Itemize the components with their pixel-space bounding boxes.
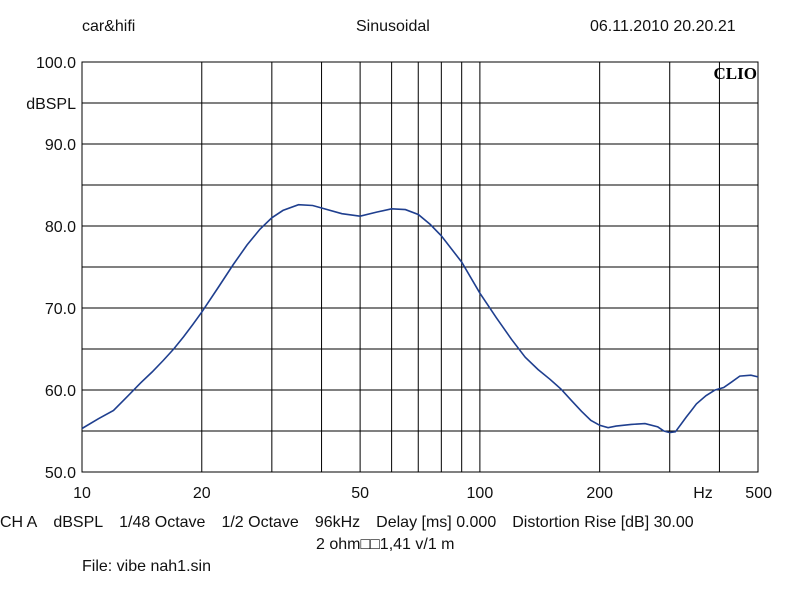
y-tick-label: 60.0 — [45, 383, 76, 400]
setting-item: 1/2 Octave — [221, 514, 299, 531]
setting-item: Distortion Rise [dB] 30.00 — [512, 514, 694, 531]
header-center-label: Sinusoidal — [356, 18, 430, 35]
measurement-conditions: 2 ohm□□1,41 v/1 m — [316, 536, 455, 553]
y-tick-label: 70.0 — [45, 301, 76, 318]
header-timestamp: 06.11.2010 20.20.21 — [590, 18, 736, 35]
x-tick-label: 50 — [351, 485, 369, 502]
x-axis-unit: Hz — [693, 485, 713, 502]
setting-item: dBSPL — [53, 514, 104, 531]
clio-logo: CLIO — [714, 64, 757, 83]
file-name: File: vibe nah1.sin — [82, 558, 211, 575]
y-tick-label: 80.0 — [45, 219, 76, 236]
setting-item: Delay [ms] 0.000 — [376, 514, 497, 531]
setting-item: 96kHz — [314, 514, 361, 531]
y-tick-label: 50.0 — [45, 465, 76, 482]
setting-item: 1/48 Octave — [119, 514, 206, 531]
x-tick-label: 10 — [73, 485, 91, 502]
y-axis-unit: dBSPL — [26, 96, 76, 113]
grid — [81, 61, 759, 473]
x-tick-label: 200 — [586, 485, 613, 502]
header-left-label: car&hifi — [82, 18, 136, 35]
setting-item: CH A — [0, 514, 38, 531]
response-curve — [81, 203, 759, 434]
x-tick-label: 500 — [745, 485, 772, 502]
plot-frame — [81, 61, 759, 473]
y-tick-label: 100.0 — [36, 55, 76, 72]
axis-labels: 100.0 90.0 80.0 70.0 60.0 50.0 dBSPL 10 20 50 100 2… — [26, 55, 772, 502]
x-tick-label: 100 — [467, 485, 494, 502]
measurement-settings: CH A dBSPL 1/48 Octave 1/2 Octave 96kHz Delay… — [0, 514, 710, 532]
y-tick-label: 90.0 — [45, 137, 76, 154]
x-tick-label: 20 — [193, 485, 211, 502]
